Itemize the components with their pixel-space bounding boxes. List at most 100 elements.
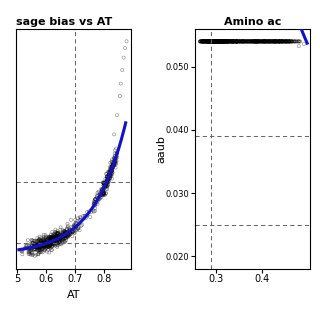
Point xyxy=(215,39,220,44)
Point xyxy=(35,244,40,249)
Point xyxy=(58,236,63,241)
Point xyxy=(236,39,241,44)
Point xyxy=(246,39,251,44)
Point xyxy=(70,229,75,234)
Point xyxy=(217,39,222,44)
Point xyxy=(29,237,34,242)
Point xyxy=(54,241,59,246)
Point xyxy=(101,180,106,186)
Point xyxy=(256,39,261,44)
Point xyxy=(218,39,223,44)
Point xyxy=(107,172,112,178)
Point xyxy=(221,39,226,44)
Point xyxy=(110,164,115,169)
Point xyxy=(210,39,215,44)
Point xyxy=(198,39,204,44)
Point xyxy=(280,39,285,44)
Point xyxy=(202,39,207,44)
Point xyxy=(69,229,74,234)
Point xyxy=(105,184,110,189)
Point xyxy=(226,39,231,44)
Point xyxy=(267,39,272,44)
Point xyxy=(38,243,43,248)
Point xyxy=(112,132,117,137)
Point xyxy=(64,227,69,232)
Point xyxy=(205,39,210,44)
Point xyxy=(219,39,224,44)
Point xyxy=(207,39,212,44)
Point xyxy=(67,228,72,233)
Point xyxy=(233,39,238,44)
Point xyxy=(101,192,106,197)
Point xyxy=(39,247,44,252)
Point xyxy=(57,239,62,244)
Point xyxy=(55,244,60,250)
Point xyxy=(34,238,39,244)
Point xyxy=(276,39,281,44)
Point xyxy=(220,39,225,44)
Point xyxy=(257,39,262,44)
Point xyxy=(249,39,254,44)
Point xyxy=(272,39,277,44)
Point xyxy=(110,163,116,168)
Point xyxy=(100,180,106,185)
Point xyxy=(104,176,109,181)
Point xyxy=(105,176,110,181)
Point xyxy=(51,234,56,239)
Point xyxy=(271,39,276,44)
Point xyxy=(100,188,105,194)
Point xyxy=(213,39,218,44)
Point xyxy=(281,39,286,44)
Point xyxy=(39,243,44,248)
Point xyxy=(59,235,64,240)
Point xyxy=(246,39,251,44)
Point xyxy=(249,39,254,44)
Point xyxy=(72,222,77,227)
Point xyxy=(65,230,70,235)
Point xyxy=(212,39,217,44)
Point xyxy=(43,243,48,248)
Point xyxy=(286,39,292,44)
Point xyxy=(279,39,284,44)
Point xyxy=(97,196,102,202)
Point xyxy=(207,39,212,44)
Point xyxy=(43,241,48,246)
Point xyxy=(277,39,282,44)
Point xyxy=(111,162,116,167)
Point xyxy=(275,39,280,44)
Point xyxy=(47,239,52,244)
Point xyxy=(289,39,294,44)
Point xyxy=(273,39,278,44)
Point xyxy=(216,39,221,44)
Point xyxy=(41,239,46,244)
Point xyxy=(110,168,115,173)
Point xyxy=(103,182,108,187)
Point xyxy=(112,163,117,168)
Point xyxy=(206,39,211,44)
Point xyxy=(42,243,47,248)
Point xyxy=(292,39,297,44)
Point xyxy=(63,233,68,238)
Point xyxy=(55,231,60,236)
Point xyxy=(296,39,301,44)
Point xyxy=(57,240,62,245)
Point xyxy=(109,159,115,164)
Point xyxy=(115,113,120,118)
Point xyxy=(269,39,274,44)
Point xyxy=(51,241,56,246)
Point xyxy=(63,229,68,235)
Point xyxy=(43,237,48,242)
Point xyxy=(259,39,264,44)
Point xyxy=(105,177,110,182)
Point xyxy=(71,229,76,234)
Point xyxy=(39,249,44,254)
Point xyxy=(209,39,214,44)
Point xyxy=(212,39,218,44)
Point xyxy=(215,39,220,44)
Point xyxy=(217,39,222,44)
Point xyxy=(209,39,214,44)
Point xyxy=(208,39,213,44)
Point xyxy=(211,39,216,44)
Point xyxy=(111,160,116,165)
Point xyxy=(271,39,276,44)
